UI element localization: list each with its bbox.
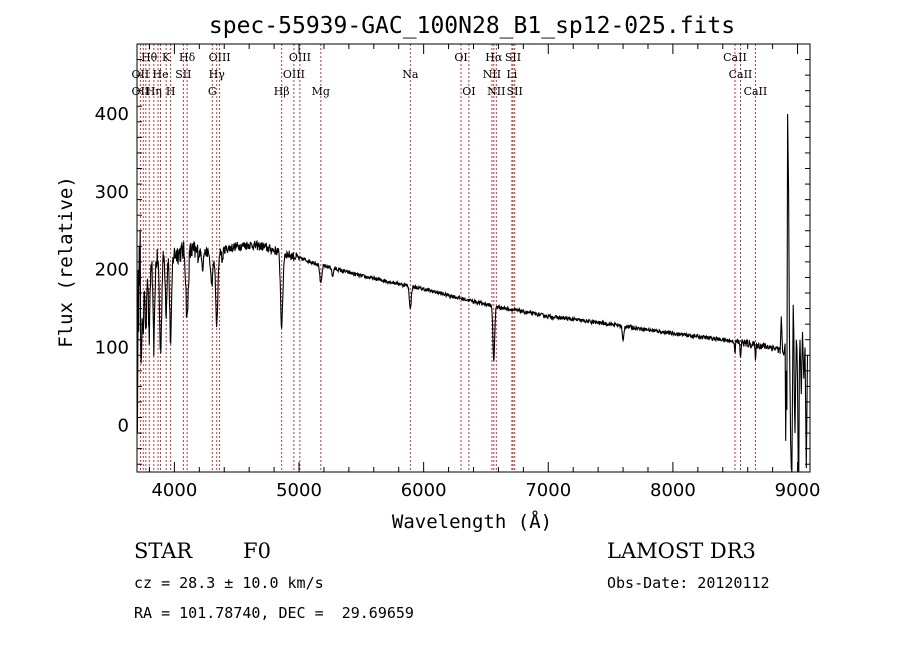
line-label: OIII (289, 51, 311, 64)
line-label: OIII (209, 51, 231, 64)
line-label: CaII (729, 68, 753, 81)
x-tick-label: 7000 (525, 480, 571, 501)
redshift-velocity: cz = 28.3 ± 10.0 km/s (134, 574, 324, 592)
line-label: H (166, 85, 176, 98)
object-type: STAR (134, 539, 193, 563)
x-tick-label: 9000 (775, 480, 821, 501)
spectral-line-markers (139, 44, 756, 472)
line-label: SII (507, 85, 523, 98)
line-label: Hγ (209, 68, 226, 81)
line-label: OIII (283, 68, 305, 81)
x-tick-label: 5000 (276, 480, 322, 501)
line-label: Hβ (274, 85, 290, 98)
line-label: K (162, 51, 171, 64)
line-label: CaII (744, 85, 768, 98)
survey-name: LAMOST DR3 (607, 539, 756, 563)
line-label: Na (402, 68, 419, 81)
line-label: Mg (312, 85, 330, 98)
chart-title: spec-55939-GAC_100N28_B1_sp12-025.fits (209, 13, 735, 39)
line-label: OI (454, 51, 467, 64)
x-axis-label: Wavelength (Å) (392, 510, 552, 533)
y-axis-label: Flux (relative) (55, 176, 77, 348)
line-label: Hα (485, 51, 503, 64)
y-tick-label: 100 (95, 337, 129, 358)
observation-date: Obs-Date: 20120112 (607, 574, 770, 592)
coordinates: RA = 101.78740, DEC = 29.69659 (134, 604, 414, 622)
line-label: SII (175, 68, 191, 81)
plot-frame (136, 43, 811, 473)
line-label: CaII (723, 51, 747, 64)
x-tick-label: 6000 (401, 480, 447, 501)
line-label: OI (462, 85, 475, 98)
line-label: Hη (146, 85, 162, 98)
y-axis-ticks: 0 100 200 300 400 (95, 59, 810, 465)
x-tick-label: 8000 (650, 480, 696, 501)
line-label: He (153, 68, 169, 81)
y-tick-label: 300 (95, 182, 129, 203)
y-tick-label: 400 (95, 104, 129, 125)
object-subclass: F0 (243, 539, 271, 563)
x-tick-label: 4000 (151, 480, 197, 501)
line-label: NII (483, 68, 501, 81)
line-label: OII (132, 85, 150, 98)
y-tick-label: 200 (95, 260, 129, 281)
line-label: Hδ (179, 51, 196, 64)
line-label: NII (487, 85, 505, 98)
line-label: OII (132, 68, 150, 81)
spectrum-line (136, 113, 809, 473)
line-label: Li (506, 68, 517, 81)
line-label: SII (505, 51, 521, 64)
y-tick-label: 0 (118, 415, 129, 436)
line-label: Hθ (141, 51, 158, 64)
x-axis-ticks: 4000 5000 6000 7000 8000 9000 (148, 44, 821, 501)
line-label: G (208, 85, 217, 98)
